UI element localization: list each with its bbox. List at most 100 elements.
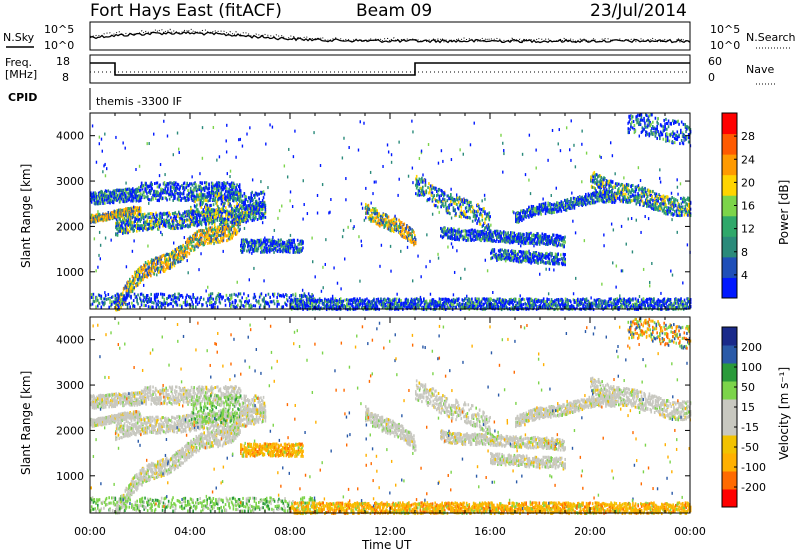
heatmap-cell <box>244 202 246 206</box>
heatmap-cell <box>132 226 135 230</box>
heatmap-cell <box>291 241 294 245</box>
heatmap-cell <box>194 220 197 224</box>
heatmap-cell <box>127 292 129 296</box>
heatmap-cell <box>424 183 427 187</box>
heatmap-cell <box>176 223 178 227</box>
heatmap-cell <box>131 224 134 228</box>
heatmap-cell <box>211 229 213 233</box>
heatmap-cell <box>137 206 139 210</box>
heatmap-cell <box>98 196 101 200</box>
heatmap-cell <box>217 240 219 244</box>
heatmap-cell <box>169 257 171 261</box>
heatmap-cell <box>147 259 149 263</box>
heatmap-cell <box>218 240 220 244</box>
heatmap-cell <box>470 200 472 204</box>
heatmap-cell <box>192 223 195 227</box>
heatmap-cell <box>129 283 132 287</box>
heatmap-cell <box>107 210 110 214</box>
heatmap-cell <box>188 197 190 201</box>
heatmap-cell <box>211 197 214 201</box>
heatmap-cell <box>128 196 131 200</box>
heatmap-cell <box>208 221 211 225</box>
heatmap-cell <box>216 234 219 238</box>
heatmap-cell <box>114 189 117 193</box>
heatmap-cell <box>124 194 126 198</box>
heatmap-cell <box>168 221 170 225</box>
heatmap-cell <box>150 219 153 223</box>
heatmap-cell <box>185 247 187 251</box>
heatmap-cell <box>139 224 142 228</box>
heatmap-cell <box>90 193 92 197</box>
heatmap-cell <box>199 233 202 237</box>
heatmap-cell <box>135 282 137 286</box>
heatmap-cell <box>126 215 128 219</box>
heatmap-cell <box>148 262 150 266</box>
heatmap-cell <box>249 216 252 220</box>
heatmap-cell <box>175 258 177 262</box>
heatmap-cell <box>268 250 271 254</box>
heatmap-cell <box>108 196 110 200</box>
heatmap-cell <box>196 188 199 192</box>
heatmap-cell <box>127 210 130 214</box>
heatmap-cell <box>93 194 96 198</box>
nave-label: Nave <box>746 63 774 76</box>
heatmap-cell <box>98 215 101 219</box>
heatmap-cell <box>123 227 126 231</box>
heatmap-cell <box>134 190 137 194</box>
heatmap-cell <box>124 208 126 212</box>
heatmap-cell <box>221 228 224 232</box>
heatmap-cell <box>154 196 157 200</box>
heatmap-cell <box>167 221 170 225</box>
heatmap-cell <box>136 229 138 233</box>
heatmap-cell <box>248 240 251 244</box>
heatmap-cell <box>154 257 156 261</box>
heatmap-cell <box>214 239 217 243</box>
heatmap-cell <box>199 220 202 224</box>
heatmap-cell <box>104 212 107 216</box>
heatmap-cell <box>111 215 114 219</box>
heatmap-cell <box>140 224 142 228</box>
heatmap-cell <box>163 213 165 217</box>
heatmap-cell <box>263 201 266 205</box>
heatmap-cell <box>187 209 190 213</box>
heatmap-cell <box>541 232 544 236</box>
heatmap-cell <box>243 248 246 252</box>
heatmap-cell <box>220 224 223 228</box>
heatmap-cell <box>144 224 147 228</box>
heatmap-cell <box>187 225 190 229</box>
heatmap-cell <box>289 249 291 253</box>
heatmap-cell <box>208 241 211 245</box>
heatmap-cell <box>163 181 166 185</box>
heatmap-cell <box>199 218 201 222</box>
heatmap-cell <box>302 240 304 244</box>
heatmap-cell <box>247 219 249 223</box>
heatmap-cell <box>115 308 117 312</box>
heatmap-cell <box>112 212 115 216</box>
heatmap-cell <box>133 224 135 228</box>
heatmap-cell <box>138 199 140 203</box>
heatmap-cell <box>189 186 192 190</box>
heatmap-cell <box>136 190 138 194</box>
heatmap-cell <box>435 186 437 190</box>
heatmap-cell <box>137 194 139 198</box>
heatmap-cell <box>125 290 128 294</box>
cpid-label: CPID <box>8 91 37 104</box>
heatmap-cell <box>138 266 141 270</box>
heatmap-cell <box>481 218 484 222</box>
heatmap-cell <box>164 263 167 267</box>
heatmap-cell <box>165 258 168 262</box>
heatmap-cell <box>135 273 137 277</box>
heatmap-cell <box>134 276 136 280</box>
heatmap-cell <box>140 278 142 282</box>
heatmap-cell <box>249 206 252 210</box>
heatmap-cell <box>168 266 170 270</box>
heatmap-cell <box>213 223 216 227</box>
heatmap-cell <box>104 193 107 197</box>
heatmap-cell <box>504 249 507 253</box>
heatmap-cell <box>118 221 121 225</box>
heatmap-cell <box>222 238 225 242</box>
heatmap-cell <box>130 220 133 224</box>
heatmap-cell <box>220 227 223 231</box>
heatmap-cell <box>421 176 423 180</box>
heatmap-cell <box>106 213 109 217</box>
